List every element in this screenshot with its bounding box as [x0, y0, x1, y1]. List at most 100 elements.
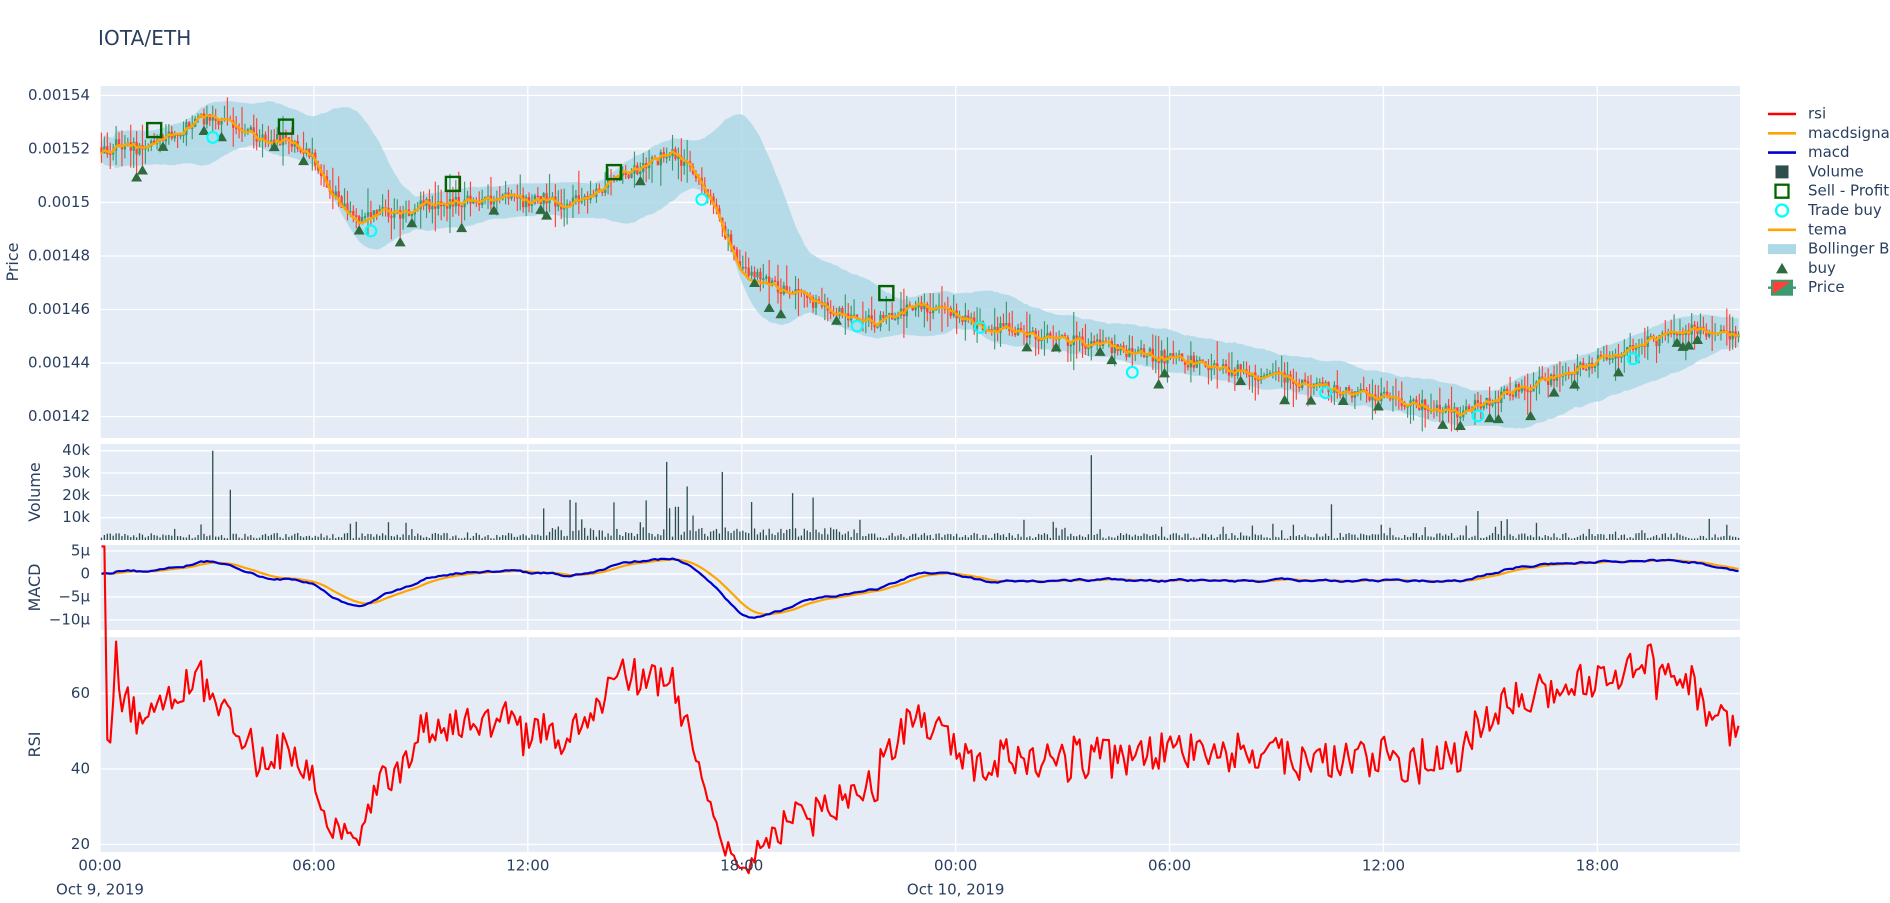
legend-item-volume[interactable]: Volume: [1775, 162, 1864, 180]
legend-item-macd[interactable]: macd: [1768, 143, 1850, 161]
trade-buy-marker[interactable]: [973, 320, 987, 334]
buy-marker[interactable]: [634, 175, 646, 186]
buy-marker[interactable]: [488, 205, 500, 215]
sell-profit-marker[interactable]: [145, 121, 163, 139]
buy-marker[interactable]: [456, 222, 468, 233]
buy-marker[interactable]: [1484, 412, 1496, 423]
volume-bar: [171, 535, 173, 540]
candle-body: [814, 299, 818, 308]
trade-buy-marker[interactable]: [1471, 409, 1485, 423]
volume-bar: [882, 538, 885, 540]
buy-marker[interactable]: [1437, 419, 1449, 429]
buy-marker[interactable]: [1337, 395, 1349, 405]
volume-bar: [1483, 538, 1485, 540]
volume-bar: [1283, 538, 1286, 540]
buy-marker[interactable]: [1021, 341, 1033, 352]
volume-bar: [762, 529, 764, 540]
trade-buy-marker[interactable]: [206, 130, 220, 144]
trade-buy-marker[interactable]: [1125, 365, 1139, 379]
buy-marker[interactable]: [216, 131, 228, 142]
buy-marker[interactable]: [1050, 342, 1062, 352]
volume-bar: [812, 497, 814, 540]
legend-item-buy[interactable]: buy: [1776, 259, 1836, 277]
buy-marker[interactable]: [541, 210, 553, 220]
trade-buy-marker[interactable]: [1626, 352, 1640, 366]
buy-marker[interactable]: [1094, 346, 1106, 356]
rsi-tick-label: 20: [71, 835, 90, 853]
buy-marker[interactable]: [1671, 337, 1683, 347]
buy-marker[interactable]: [1372, 400, 1384, 411]
buy-marker[interactable]: [1612, 366, 1624, 377]
volume-bar: [1354, 534, 1356, 540]
volume-series[interactable]: [100, 450, 1740, 540]
buy-marker[interactable]: [775, 308, 787, 319]
buy-marker[interactable]: [157, 141, 169, 151]
buy-marker[interactable]: [1525, 410, 1537, 421]
buy-marker[interactable]: [763, 302, 775, 312]
buy-marker[interactable]: [406, 217, 418, 228]
sell-profit-marker[interactable]: [878, 284, 895, 302]
volume-bar: [417, 533, 419, 540]
volume-bar: [1076, 536, 1078, 540]
buy-marker[interactable]: [394, 236, 406, 247]
volume-bar: [1421, 535, 1423, 540]
buy-marker[interactable]: [1159, 367, 1171, 378]
buy-marker[interactable]: [268, 141, 280, 152]
sell-profit-marker[interactable]: [277, 118, 295, 135]
sell-profit-marker[interactable]: [444, 175, 462, 193]
volume-bar: [1219, 534, 1221, 540]
volume-bar: [343, 533, 346, 540]
volume-bar: [1395, 537, 1397, 540]
volume-bar: [712, 530, 715, 540]
legend-item-macdsignal[interactable]: macdsignal: [1768, 124, 1890, 142]
legend-item-rsi[interactable]: rsi: [1768, 105, 1826, 123]
buy-marker[interactable]: [1569, 379, 1581, 389]
legend-item-sell-profit[interactable]: Sell - Profit: [1774, 182, 1890, 200]
buy-marker[interactable]: [1305, 395, 1317, 405]
buy-marker[interactable]: [1548, 387, 1560, 397]
volume-bar: [1155, 533, 1157, 540]
volume-bar: [677, 506, 680, 540]
trade-buy-marker[interactable]: [850, 319, 864, 333]
volume-bar: [393, 536, 395, 540]
buy-marker[interactable]: [1106, 354, 1118, 365]
volume-bar: [118, 533, 120, 540]
trade-buy-marker[interactable]: [364, 224, 378, 238]
volume-bar: [197, 534, 199, 540]
legend-item-bollinger-band[interactable]: Bollinger Band: [1768, 240, 1890, 258]
legend-item-tema[interactable]: tema: [1768, 220, 1847, 238]
volume-bar: [1134, 534, 1136, 540]
candle-body: [249, 127, 252, 130]
legend-item-trade-buy[interactable]: Trade buy: [1774, 201, 1882, 219]
buy-marker[interactable]: [1279, 394, 1291, 405]
volume-bar: [1462, 535, 1464, 540]
buy-marker[interactable]: [1492, 413, 1504, 424]
buy-marker[interactable]: [1683, 340, 1695, 350]
trade-buy-marker[interactable]: [1319, 386, 1333, 400]
volume-bar: [1638, 532, 1640, 540]
buy-marker[interactable]: [136, 164, 148, 175]
trade-markers[interactable]: [131, 118, 1704, 430]
volume-bar: [133, 535, 135, 540]
buy-marker[interactable]: [1153, 378, 1165, 389]
buy-marker[interactable]: [749, 277, 761, 287]
volume-bar: [1591, 534, 1593, 540]
buy-marker[interactable]: [1454, 420, 1466, 430]
trade-buy-marker[interactable]: [695, 192, 709, 206]
buy-marker[interactable]: [831, 315, 843, 325]
buy-marker[interactable]: [1235, 375, 1247, 386]
sell-profit-marker[interactable]: [605, 163, 623, 181]
volume-bar: [487, 535, 489, 540]
buy-marker[interactable]: [198, 125, 210, 135]
price-tick-label: 0.0015: [38, 193, 91, 211]
volume-bar: [818, 532, 820, 540]
buy-marker[interactable]: [298, 155, 310, 166]
buy-marker[interactable]: [535, 204, 547, 214]
buy-marker[interactable]: [353, 224, 365, 235]
buy-marker[interactable]: [131, 172, 143, 182]
legend-item-price[interactable]: Price: [1768, 278, 1845, 296]
volume-bar: [686, 486, 688, 540]
buy-marker[interactable]: [1692, 334, 1704, 344]
